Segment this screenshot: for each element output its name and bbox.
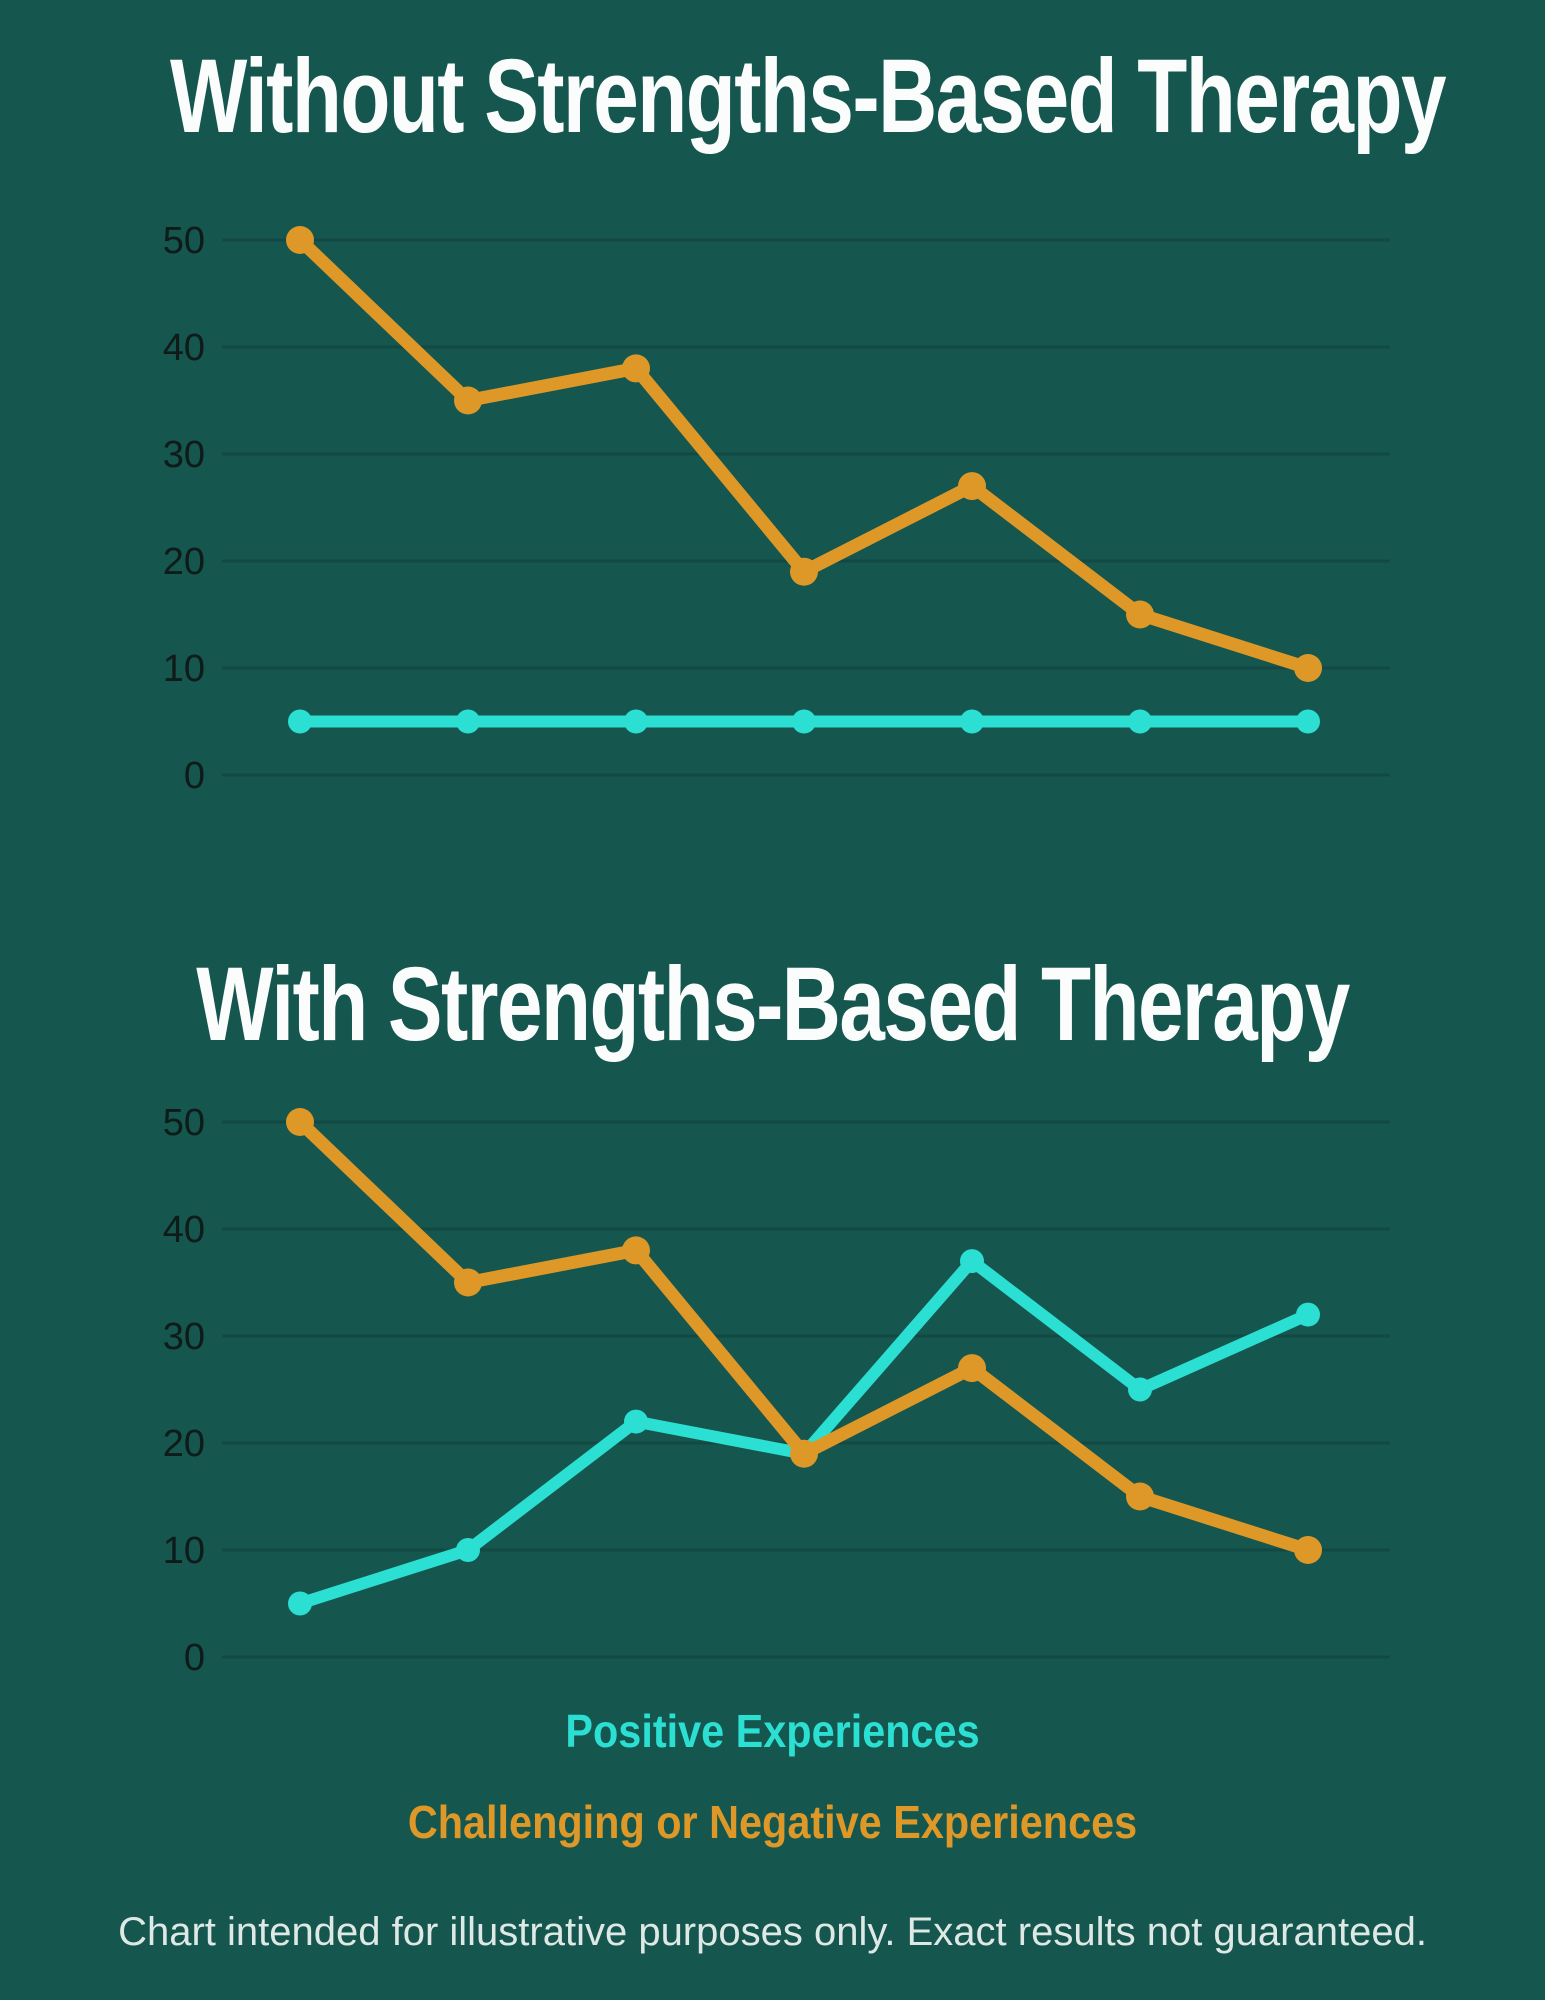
data-point-marker: [622, 1236, 650, 1265]
y-axis-tick-label-50: 50: [163, 1102, 205, 1144]
line-chart-without-therapy: 0 10 20 30 40 50: [163, 220, 1390, 797]
y-axis-tick-label-20: 20: [163, 541, 205, 583]
legend-item-negative-experiences: Challenging or Negative Experiences: [407, 1796, 1138, 1848]
data-point-marker: [286, 226, 314, 254]
y-axis-tick-label-30: 30: [163, 434, 205, 476]
data-point-marker: [456, 709, 480, 734]
y-axis-tick-label-50: 50: [163, 220, 205, 262]
data-point-marker: [456, 1538, 480, 1562]
legend-item-positive-experiences: Positive Experiences: [565, 1705, 980, 1757]
chart-title-without-therapy: Without Strengths-Based Therapy: [169, 38, 1447, 155]
data-point-marker: [790, 1439, 818, 1468]
chart-title-with-therapy: With Strengths-Based Therapy: [196, 946, 1350, 1063]
data-point-marker: [960, 1249, 984, 1274]
data-point-marker: [1294, 1536, 1322, 1564]
data-point-marker: [792, 709, 816, 734]
data-point-marker: [454, 1268, 482, 1297]
line-chart-with-therapy: 0 10 20 30 40 50: [163, 1102, 1390, 1679]
data-point-marker: [624, 709, 648, 734]
data-point-marker: [1294, 654, 1322, 682]
disclaimer-text: Chart intended for illustrative purposes…: [118, 1910, 1427, 1954]
series-line-positive: [294, 1255, 1314, 1610]
data-point-marker: [288, 1591, 312, 1616]
data-point-marker: [790, 557, 818, 586]
y-axis-tick-label-10: 10: [163, 648, 205, 690]
data-point-marker: [1128, 1377, 1152, 1402]
data-point-marker: [960, 709, 984, 734]
y-axis-tick-label-10: 10: [163, 1530, 205, 1572]
data-point-marker: [958, 472, 986, 501]
data-point-marker: [454, 386, 482, 415]
data-point-marker: [958, 1354, 986, 1383]
data-point-marker: [624, 1409, 648, 1434]
y-axis-tick-label-0: 0: [184, 755, 205, 797]
data-point-marker: [1296, 1302, 1320, 1327]
data-point-marker: [1128, 709, 1152, 734]
data-point-marker: [288, 709, 312, 734]
y-axis-tick-label-0: 0: [184, 1637, 205, 1679]
y-axis-tick-label-40: 40: [163, 1209, 205, 1251]
data-point-marker: [1126, 1482, 1154, 1511]
y-axis-tick-label-30: 30: [163, 1316, 205, 1358]
data-point-marker: [1296, 709, 1320, 734]
data-point-marker: [1126, 600, 1154, 629]
data-point-marker: [622, 354, 650, 383]
y-axis-tick-label-20: 20: [163, 1423, 205, 1465]
y-axis-tick-label-40: 40: [163, 327, 205, 369]
data-point-marker: [286, 1108, 314, 1136]
